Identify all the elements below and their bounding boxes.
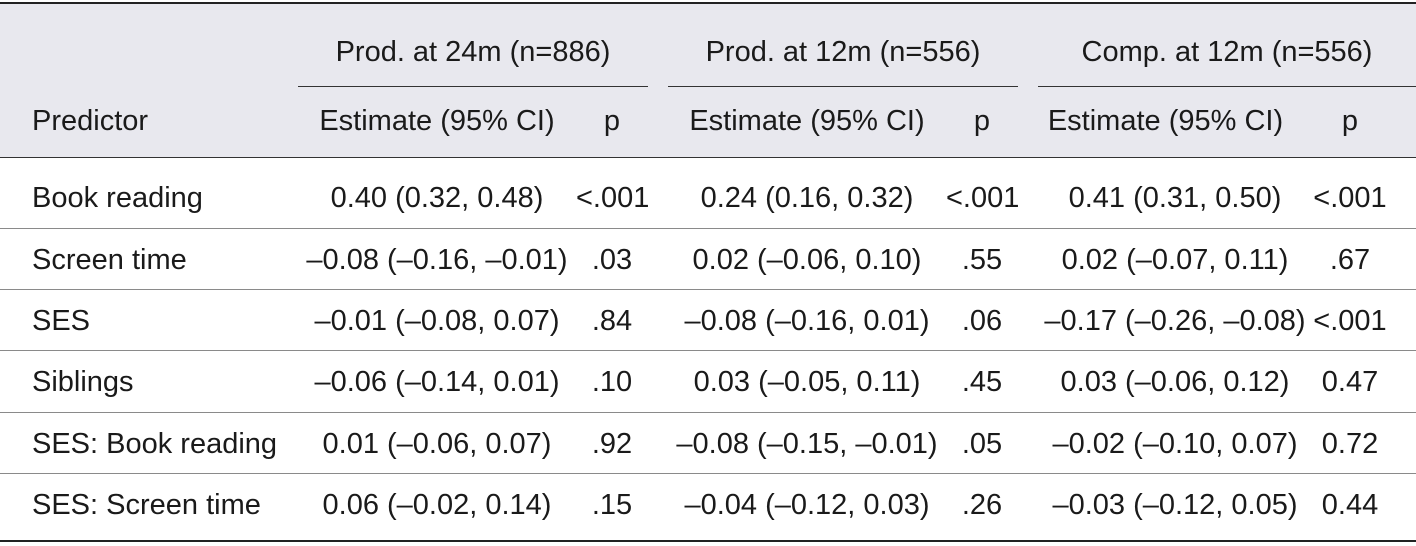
cell-estimate-comp-12m: –0.02 (–0.10, 0.07) [1052,428,1298,460]
group-header-prod-12m: Prod. at 12m (n=556) [705,36,981,68]
column-header-p-3: p [1341,105,1359,137]
cell-p-comp-12m: <.001 [1313,305,1387,337]
cell-p-prod-24m: .92 [591,428,633,460]
cell-estimate-prod-12m: 0.02 (–0.06, 0.10) [692,244,922,276]
group-header-prod-24m: Prod. at 24m (n=886) [335,36,611,68]
cell-p-prod-24m: .15 [591,489,633,521]
column-header-p-2: p [973,105,991,137]
cell-estimate-prod-12m: 0.03 (–0.05, 0.11) [693,366,921,398]
cell-estimate-prod-24m: –0.01 (–0.08, 0.07) [314,305,560,337]
cell-estimate-prod-12m: –0.08 (–0.16, 0.01) [684,305,930,337]
row-predictor: SES: Screen time [32,489,261,521]
cell-estimate-comp-12m: –0.17 (–0.26, –0.08) [1044,305,1306,337]
cell-estimate-comp-12m: 0.02 (–0.07, 0.11) [1061,244,1289,276]
cell-p-comp-12m: 0.72 [1321,428,1379,460]
cell-estimate-prod-24m: 0.01 (–0.06, 0.07) [322,428,552,460]
row-predictor: SES [32,305,91,337]
cell-estimate-prod-24m: –0.06 (–0.14, 0.01) [314,366,560,398]
row-predictor: SES: Book reading [32,428,278,460]
cell-p-prod-24m: <.001 [576,182,650,214]
cell-p-prod-12m: .26 [961,489,1003,521]
cell-p-prod-24m: .10 [591,366,633,398]
cell-estimate-comp-12m: 0.03 (–0.06, 0.12) [1060,366,1290,398]
column-header-predictor: Predictor [32,105,149,137]
row-divider [0,350,1416,351]
group-header-comp-12m: Comp. at 12m (n=556) [1081,36,1373,68]
row-divider [0,412,1416,413]
cell-p-comp-12m: 0.47 [1321,366,1379,398]
group-rule-prod-12m [668,86,1018,87]
cell-estimate-prod-24m: 0.06 (–0.02, 0.14) [322,489,552,521]
cell-p-prod-12m: .55 [961,244,1003,276]
cell-p-prod-24m: .84 [591,305,633,337]
cell-p-prod-12m: .05 [961,428,1003,460]
cell-p-prod-12m: <.001 [946,182,1020,214]
cell-estimate-prod-12m: –0.08 (–0.15, –0.01) [676,428,938,460]
cell-estimate-prod-24m: 0.40 (0.32, 0.48) [330,182,544,214]
column-header-estimate-1: Estimate (95% CI) [319,105,555,137]
group-rule-comp-12m [1038,86,1416,87]
row-predictor: Book reading [32,182,203,214]
column-header-p-1: p [603,105,621,137]
cell-estimate-prod-24m: –0.08 (–0.16, –0.01) [306,244,568,276]
cell-estimate-comp-12m: –0.03 (–0.12, 0.05) [1052,489,1298,521]
column-header-estimate-3: Estimate (95% CI) [1047,105,1284,137]
cell-estimate-comp-12m: 0.41 (0.31, 0.50) [1068,182,1282,214]
cell-p-prod-24m: .03 [591,244,633,276]
row-predictor: Screen time [32,244,187,276]
table-header-background [0,4,1416,158]
header-separator-rule [0,157,1416,158]
table-bottom-rule [0,540,1416,542]
cell-p-comp-12m: .67 [1329,244,1371,276]
table-top-rule [0,2,1416,4]
cell-estimate-prod-12m: 0.24 (0.16, 0.32) [700,182,914,214]
row-divider [0,289,1416,290]
group-rule-prod-24m [298,86,648,87]
cell-estimate-prod-12m: –0.04 (–0.12, 0.03) [684,489,930,521]
cell-p-comp-12m: <.001 [1313,182,1387,214]
row-predictor: Siblings [32,366,134,398]
row-divider [0,473,1416,474]
column-header-estimate-2: Estimate (95% CI) [689,105,925,137]
row-divider [0,228,1416,229]
cell-p-prod-12m: .45 [961,366,1003,398]
cell-p-prod-12m: .06 [961,305,1003,337]
cell-p-comp-12m: 0.44 [1321,489,1379,521]
